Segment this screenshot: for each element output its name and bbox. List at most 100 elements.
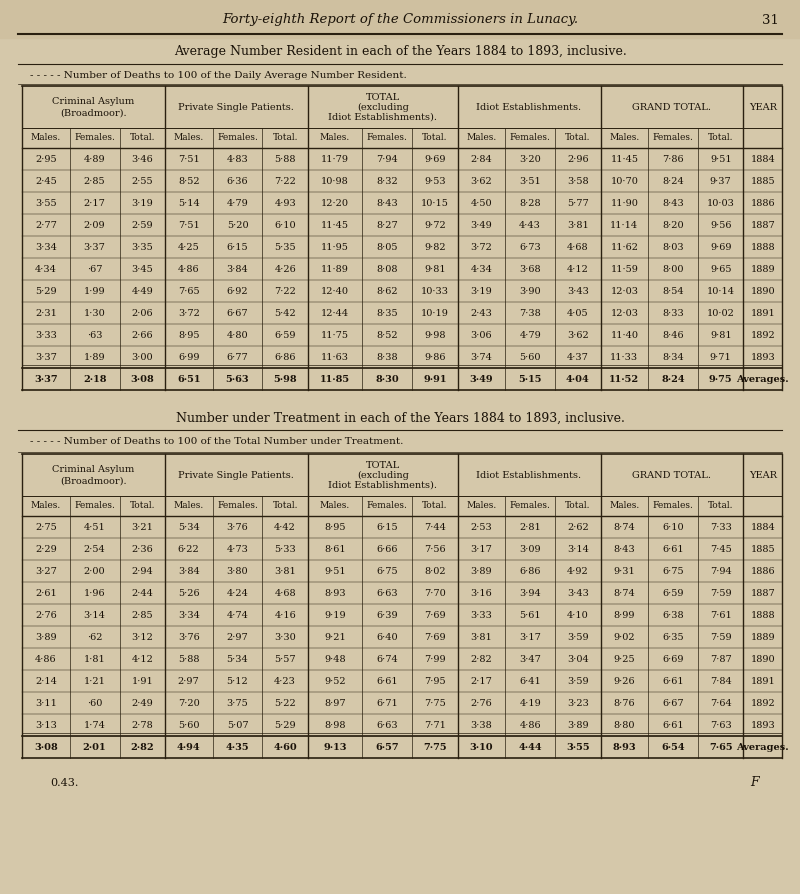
Text: 6·74: 6·74 bbox=[376, 654, 398, 663]
Text: YEAR: YEAR bbox=[749, 103, 777, 112]
Text: 6·57: 6·57 bbox=[375, 743, 399, 752]
Text: 1887: 1887 bbox=[750, 221, 775, 230]
Text: Total.: Total. bbox=[708, 502, 734, 510]
Text: Total.: Total. bbox=[273, 502, 298, 510]
Text: 8·32: 8·32 bbox=[376, 176, 398, 185]
Text: 3·33: 3·33 bbox=[470, 611, 492, 620]
Text: 11·52: 11·52 bbox=[610, 375, 639, 384]
Text: 8·20: 8·20 bbox=[662, 221, 684, 230]
Text: 5·60: 5·60 bbox=[178, 721, 199, 730]
Text: 8·76: 8·76 bbox=[614, 698, 635, 707]
Text: 7·51: 7·51 bbox=[178, 155, 200, 164]
Text: Males.: Males. bbox=[610, 502, 639, 510]
Text: 6·36: 6·36 bbox=[226, 176, 248, 185]
Text: 6·38: 6·38 bbox=[662, 611, 684, 620]
Text: 4·86: 4·86 bbox=[178, 265, 199, 274]
Text: 9·56: 9·56 bbox=[710, 221, 731, 230]
Text: Females.: Females. bbox=[510, 133, 550, 142]
Text: 8·93: 8·93 bbox=[324, 588, 346, 597]
Text: 8·02: 8·02 bbox=[424, 567, 446, 576]
Text: 3·81: 3·81 bbox=[470, 632, 492, 642]
Text: 6·61: 6·61 bbox=[662, 544, 684, 553]
Text: 9·13: 9·13 bbox=[323, 743, 347, 752]
Text: 5·98: 5·98 bbox=[274, 375, 297, 384]
Text: 7·22: 7·22 bbox=[274, 176, 296, 185]
Text: 3·11: 3·11 bbox=[35, 698, 57, 707]
Text: 1893: 1893 bbox=[750, 721, 775, 730]
Text: 4·68: 4·68 bbox=[274, 588, 296, 597]
Text: 7·63: 7·63 bbox=[710, 721, 732, 730]
Text: 8·43: 8·43 bbox=[662, 198, 684, 207]
Text: Males.: Males. bbox=[320, 502, 350, 510]
Text: 4·04: 4·04 bbox=[566, 375, 590, 384]
Text: 2·61: 2·61 bbox=[35, 588, 57, 597]
Text: 2·85: 2·85 bbox=[131, 611, 153, 620]
Text: 2·77: 2·77 bbox=[35, 221, 57, 230]
Text: 5·29: 5·29 bbox=[274, 721, 296, 730]
Text: 9·98: 9·98 bbox=[424, 331, 446, 340]
Text: Females.: Females. bbox=[74, 133, 115, 142]
Text: Females.: Females. bbox=[510, 502, 550, 510]
Text: F: F bbox=[750, 777, 758, 789]
Text: 7·59: 7·59 bbox=[710, 588, 731, 597]
Text: 4·35: 4·35 bbox=[226, 743, 250, 752]
Text: Males.: Males. bbox=[466, 502, 497, 510]
Text: 2·94: 2·94 bbox=[131, 567, 153, 576]
Text: 1·81: 1·81 bbox=[84, 654, 106, 663]
Text: 8·35: 8·35 bbox=[377, 308, 398, 317]
Text: 8·24: 8·24 bbox=[662, 176, 684, 185]
Text: 2·62: 2·62 bbox=[567, 522, 589, 532]
Text: 4·34: 4·34 bbox=[470, 265, 492, 274]
Text: 3·04: 3·04 bbox=[567, 654, 589, 663]
Text: 9·53: 9·53 bbox=[424, 176, 446, 185]
Text: 5·20: 5·20 bbox=[226, 221, 248, 230]
Text: 2·82: 2·82 bbox=[470, 654, 492, 663]
Text: 2·55: 2·55 bbox=[131, 176, 153, 185]
Text: 6·61: 6·61 bbox=[377, 677, 398, 686]
Text: 8·43: 8·43 bbox=[376, 198, 398, 207]
Text: 4·25: 4·25 bbox=[178, 242, 200, 251]
Text: 10·02: 10·02 bbox=[707, 308, 734, 317]
Text: 9·81: 9·81 bbox=[424, 265, 446, 274]
Text: 11·45: 11·45 bbox=[321, 221, 349, 230]
Text: 1889: 1889 bbox=[750, 265, 775, 274]
Text: 7·22: 7·22 bbox=[274, 286, 296, 296]
Text: 9·69: 9·69 bbox=[710, 242, 731, 251]
Text: (Broadmoor).: (Broadmoor). bbox=[60, 108, 126, 117]
Text: 3·08: 3·08 bbox=[130, 375, 154, 384]
Text: 8·93: 8·93 bbox=[613, 743, 636, 752]
Text: 1892: 1892 bbox=[750, 698, 775, 707]
Text: 6·86: 6·86 bbox=[519, 567, 541, 576]
Text: 3·13: 3·13 bbox=[35, 721, 57, 730]
Text: 3·37: 3·37 bbox=[84, 242, 106, 251]
Text: 3·20: 3·20 bbox=[519, 155, 541, 164]
Text: 2·17: 2·17 bbox=[470, 677, 492, 686]
Text: 3·19: 3·19 bbox=[131, 198, 153, 207]
Text: 3·94: 3·94 bbox=[519, 588, 541, 597]
Text: 3·80: 3·80 bbox=[226, 567, 248, 576]
Text: 2·43: 2·43 bbox=[470, 308, 492, 317]
Text: 1888: 1888 bbox=[750, 611, 775, 620]
Text: 1889: 1889 bbox=[750, 632, 775, 642]
Text: 11·63: 11·63 bbox=[321, 352, 349, 361]
Text: 5·61: 5·61 bbox=[519, 611, 541, 620]
Text: 11·14: 11·14 bbox=[610, 221, 638, 230]
Text: 10·14: 10·14 bbox=[706, 286, 734, 296]
Text: 9·26: 9·26 bbox=[614, 677, 635, 686]
Text: 6·75: 6·75 bbox=[377, 567, 398, 576]
Text: 5·07: 5·07 bbox=[226, 721, 248, 730]
Text: 8·98: 8·98 bbox=[324, 721, 346, 730]
Text: Criminal Asylum: Criminal Asylum bbox=[52, 465, 134, 474]
Text: 9·25: 9·25 bbox=[614, 654, 635, 663]
Text: 11·79: 11·79 bbox=[321, 155, 349, 164]
Text: 9·51: 9·51 bbox=[710, 155, 731, 164]
Text: 7·65: 7·65 bbox=[178, 286, 199, 296]
Text: 2·84: 2·84 bbox=[470, 155, 492, 164]
Text: 3·51: 3·51 bbox=[519, 176, 541, 185]
Text: 8·24: 8·24 bbox=[662, 375, 685, 384]
Text: Females.: Females. bbox=[653, 502, 694, 510]
Text: 3·49: 3·49 bbox=[470, 221, 492, 230]
Text: 2·66: 2·66 bbox=[131, 331, 153, 340]
Text: 8·95: 8·95 bbox=[324, 522, 346, 532]
Text: 2·44: 2·44 bbox=[131, 588, 153, 597]
